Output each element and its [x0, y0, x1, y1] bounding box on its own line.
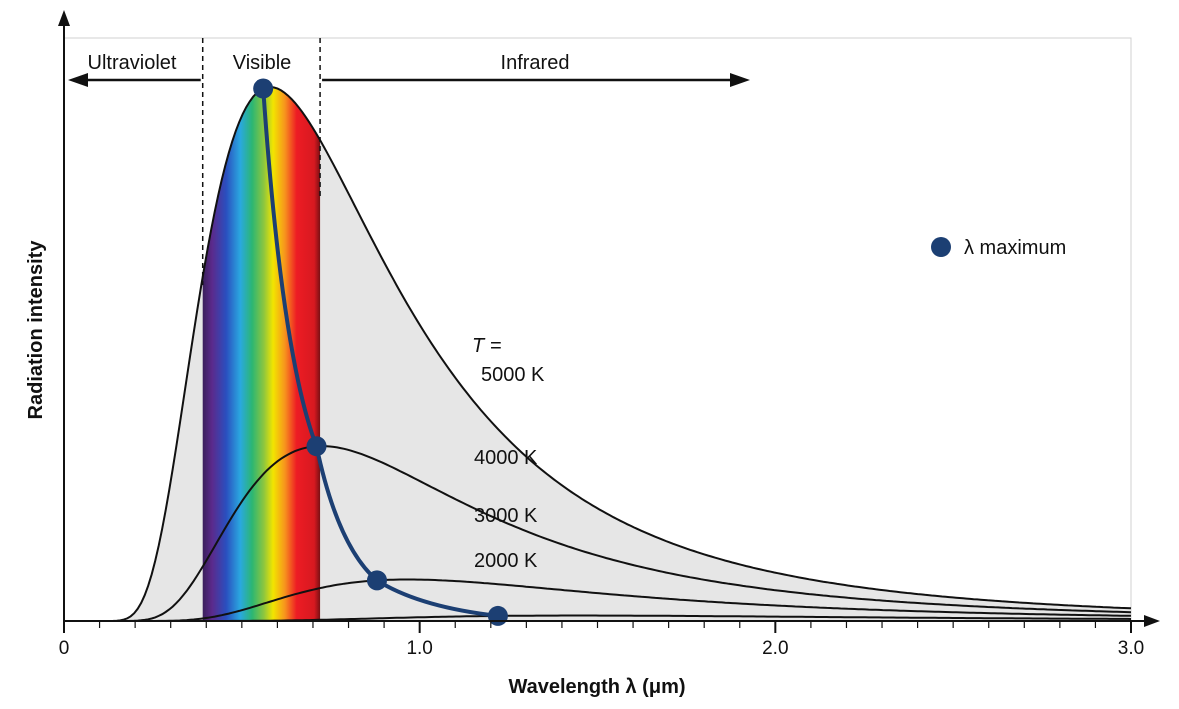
temperature-prefix-label: T =	[472, 335, 501, 357]
x-tick-label: 3.0	[1118, 638, 1144, 659]
x-tick-label: 2.0	[762, 638, 788, 659]
axes-group: 0 1.0 2.0 3.0	[58, 10, 1160, 659]
x-axis-arrowhead	[1144, 615, 1160, 627]
x-axis-title: Wavelength λ (μm)	[508, 676, 685, 698]
x-tick-label: 1.0	[406, 638, 432, 659]
region-markers	[68, 38, 750, 285]
curve-label-4000k: 4000 K	[474, 447, 538, 469]
wien-peak-locus-line	[261, 88, 499, 618]
ultraviolet-label: Ultraviolet	[88, 52, 177, 74]
peak-marker-3000k	[366, 570, 387, 591]
visible-label: Visible	[233, 52, 292, 74]
legend-peak-marker	[931, 237, 951, 257]
curve-label-2000k: 2000 K	[474, 550, 538, 572]
curve-label-3000k: 3000 K	[474, 505, 538, 527]
curve-3000k	[81, 578, 1131, 622]
peak-marker-5000k	[253, 78, 274, 99]
area-under-5000k-curve	[81, 87, 1132, 621]
area-under-curve-group	[81, 87, 1132, 621]
legend-label: λ maximum	[964, 237, 1066, 259]
curve-label-5000k: 5000 K	[481, 364, 545, 386]
peak-marker-4000k	[306, 436, 327, 457]
ultraviolet-arrowhead	[68, 73, 88, 87]
infrared-label: Infrared	[501, 52, 570, 74]
y-axis-title: Radiation intensity	[25, 240, 47, 420]
infrared-arrowhead	[730, 73, 750, 87]
curve-4000k	[81, 445, 1132, 622]
y-axis-arrowhead	[58, 10, 70, 26]
x-tick-label: 0	[59, 638, 70, 659]
